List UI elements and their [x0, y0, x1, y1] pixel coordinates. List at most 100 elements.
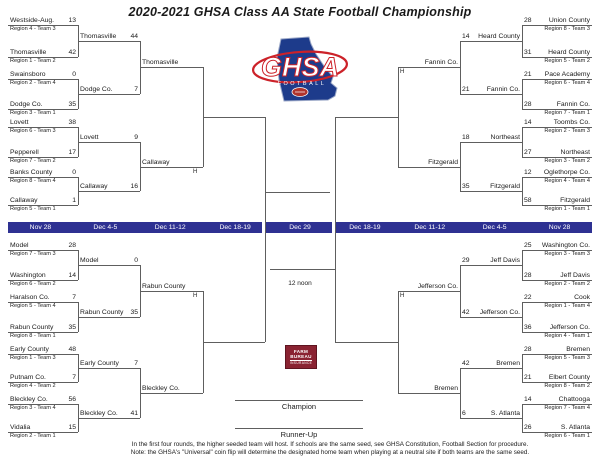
bracket-connector [78, 25, 79, 57]
schedule-date: Nov 28 [548, 224, 571, 231]
runner-up-label: Runner-Up [280, 430, 318, 439]
region-seed-label: Region 5 - Team 3 [544, 355, 590, 361]
bracket-slot: Washington 14 Region 6 - Team 2 [8, 270, 78, 287]
team-name: Lovett [80, 134, 99, 141]
team-name: Northeast [490, 134, 520, 141]
bracket-slot: Pace Academy 21 Region 6 - Team 4 [522, 69, 592, 86]
team-name: Callaway [142, 159, 170, 166]
bracket-slot: Fannin Co. 28 Region 7 - Team 1 [522, 99, 592, 116]
bracket-connector [335, 117, 336, 342]
home-marker: H [193, 293, 198, 299]
region-seed-label: Region 4 - Team 2 [10, 383, 56, 389]
bracket-slot: Cook 22 Region 1 - Team 4 [522, 292, 592, 309]
bracket-slot: Bleckley Co. [140, 383, 203, 394]
bracket-slot: Pepperell 17 Region 7 - Team 2 [8, 147, 78, 164]
team-score: 7 [72, 294, 76, 301]
home-marker: H [193, 169, 198, 175]
bracket-slot: Putnam Co. 7 Region 4 - Team 2 [8, 372, 78, 389]
bracket-connector [78, 250, 79, 280]
schedule-bar-gap [332, 222, 336, 233]
team-score: 28 [524, 17, 532, 24]
team-score: 31 [524, 49, 532, 56]
region-seed-label: Region 1 - Team 3 [10, 355, 56, 361]
team-score: 7 [134, 86, 138, 93]
champion-label: Champion [281, 402, 317, 411]
team-name: Westside-Aug. [10, 17, 55, 24]
champion-line [235, 400, 363, 401]
bracket-slot: Jeff Davis 28 Region 2 - Team 2 [522, 270, 592, 287]
bracket-connector [522, 354, 523, 382]
finalist-line [265, 192, 330, 193]
ghsa-logo-subtext: FOOTBALL [278, 81, 327, 87]
team-score: 44 [130, 33, 138, 40]
team-name: Jefferson Co. [417, 283, 458, 290]
bracket-slot: Dodge Co. 7 [78, 84, 140, 95]
page-title: 2020-2021 GHSA Class AA State Football C… [128, 5, 472, 19]
bracket-slot: Fitzgerald [398, 157, 460, 168]
bracket-slot: Bremen 42 [460, 358, 522, 369]
region-seed-label: Region 2 - Team 2 [544, 281, 590, 287]
bracket-slot: Swainsboro 0 Region 2 - Team 4 [8, 69, 78, 86]
team-name: Heard County [478, 33, 520, 40]
team-name: Fitzgerald [490, 183, 520, 190]
schedule-date: Dec 18-19 [219, 224, 251, 231]
runner-up-line [235, 428, 363, 429]
team-name: Heard County [548, 49, 590, 56]
team-score: 28 [524, 272, 532, 279]
team-name: Fannin Co. [486, 86, 520, 93]
bracket-slot: Vidalia 15 Region 2 - Team 1 [8, 422, 78, 439]
team-name: Pace Academy [544, 71, 590, 78]
bracket-connector [460, 142, 461, 191]
region-seed-label: Region 6 - Team 3 [10, 128, 56, 134]
team-name: Bleckley Co. [10, 396, 48, 403]
team-name: Jeff Davis [490, 257, 520, 264]
team-name: Elbert County [548, 374, 590, 381]
bracket-slot: Elbert County 21 Region 8 - Team 2 [522, 372, 592, 389]
bracket-connector [140, 265, 141, 317]
farm-bureau-logo: FARM BUREAU INSURANCE [285, 345, 317, 369]
bracket-slot: Oglethorpe Co. 12 Region 4 - Team 4 [522, 167, 592, 184]
bracket-slot: Haralson Co. 7 Region 5 - Team 4 [8, 292, 78, 309]
bracket-connector [460, 41, 461, 94]
team-name: Fitzgerald [560, 197, 590, 204]
region-seed-label: Region 3 - Team 3 [544, 251, 590, 257]
team-name: Model [10, 242, 29, 249]
team-score: 9 [134, 134, 138, 141]
team-score: 16 [130, 183, 138, 190]
schedule-date: Dec 11-12 [154, 224, 186, 231]
bracket-slot: S. Atlanta 26 Region 6 - Team 1 [522, 422, 592, 439]
home-marker: H [400, 293, 405, 299]
footnote-line-1: In the first four rounds, the higher see… [131, 441, 529, 448]
region-seed-label: Region 2 - Team 3 [544, 128, 590, 134]
region-seed-label: Region 4 - Team 4 [544, 178, 590, 184]
bracket-connector [522, 404, 523, 432]
team-score: 14 [524, 119, 532, 126]
bracket-slot: Heard County 14 [460, 31, 522, 42]
bracket-connector [78, 354, 79, 382]
schedule-bar-gap [262, 222, 266, 233]
final-game-time: 12 noon [288, 280, 312, 287]
team-name: Union County [548, 17, 590, 24]
semifinal-line [203, 342, 265, 343]
bracket-connector [522, 250, 523, 280]
bracket-connector [140, 41, 141, 94]
team-name: Bremen [496, 360, 520, 367]
bracket-slot: Bleckley Co. 41 [78, 408, 140, 419]
team-name: Jeff Davis [560, 272, 590, 279]
bracket-slot: Rabun County 35 [78, 307, 140, 318]
team-score: 56 [68, 396, 76, 403]
region-seed-label: Region 5 - Team 4 [10, 303, 56, 309]
bracket-slot: Lovett 9 [78, 132, 140, 143]
team-score: 21 [524, 71, 532, 78]
region-seed-label: Region 5 - Team 1 [10, 206, 56, 212]
bracket-slot: Heard County 31 Region 5 - Team 2 [522, 47, 592, 64]
team-name: Northeast [560, 149, 590, 156]
bracket-slot: Lovett 38 Region 6 - Team 3 [8, 117, 78, 134]
sponsor-line: FARM [293, 348, 309, 354]
bracket-slot: Jefferson Co. 36 Region 4 - Team 1 [522, 322, 592, 339]
team-score: 42 [462, 309, 470, 316]
team-name: Lovett [10, 119, 29, 126]
team-score: 35 [462, 183, 470, 190]
semifinal-line [335, 117, 398, 118]
team-score: 18 [462, 134, 470, 141]
